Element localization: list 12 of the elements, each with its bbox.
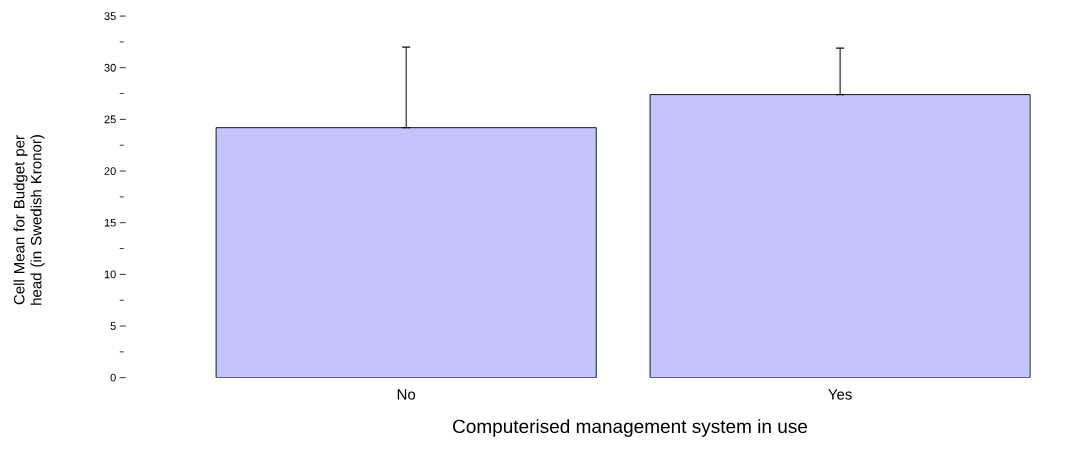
y-tick-label: 15 bbox=[104, 218, 116, 227]
y-tick-label: 20 bbox=[104, 167, 116, 175]
x-axis-title: Computerised management system in use bbox=[453, 419, 808, 437]
y-tick-label: 25 bbox=[104, 115, 116, 124]
y-tick-label: 30 bbox=[104, 63, 116, 72]
y-tick-label: 0 bbox=[110, 373, 116, 382]
x-tick-label: Yes bbox=[828, 389, 852, 400]
y-tick-label: 5 bbox=[110, 322, 116, 330]
y-tick-label: 10 bbox=[104, 270, 116, 279]
y-tick-label: 35 bbox=[104, 12, 116, 20]
x-tick-label: No bbox=[397, 389, 416, 400]
y-axis-title: Cell Mean for Budget per head (in Swedish Kronor) bbox=[13, 135, 45, 305]
